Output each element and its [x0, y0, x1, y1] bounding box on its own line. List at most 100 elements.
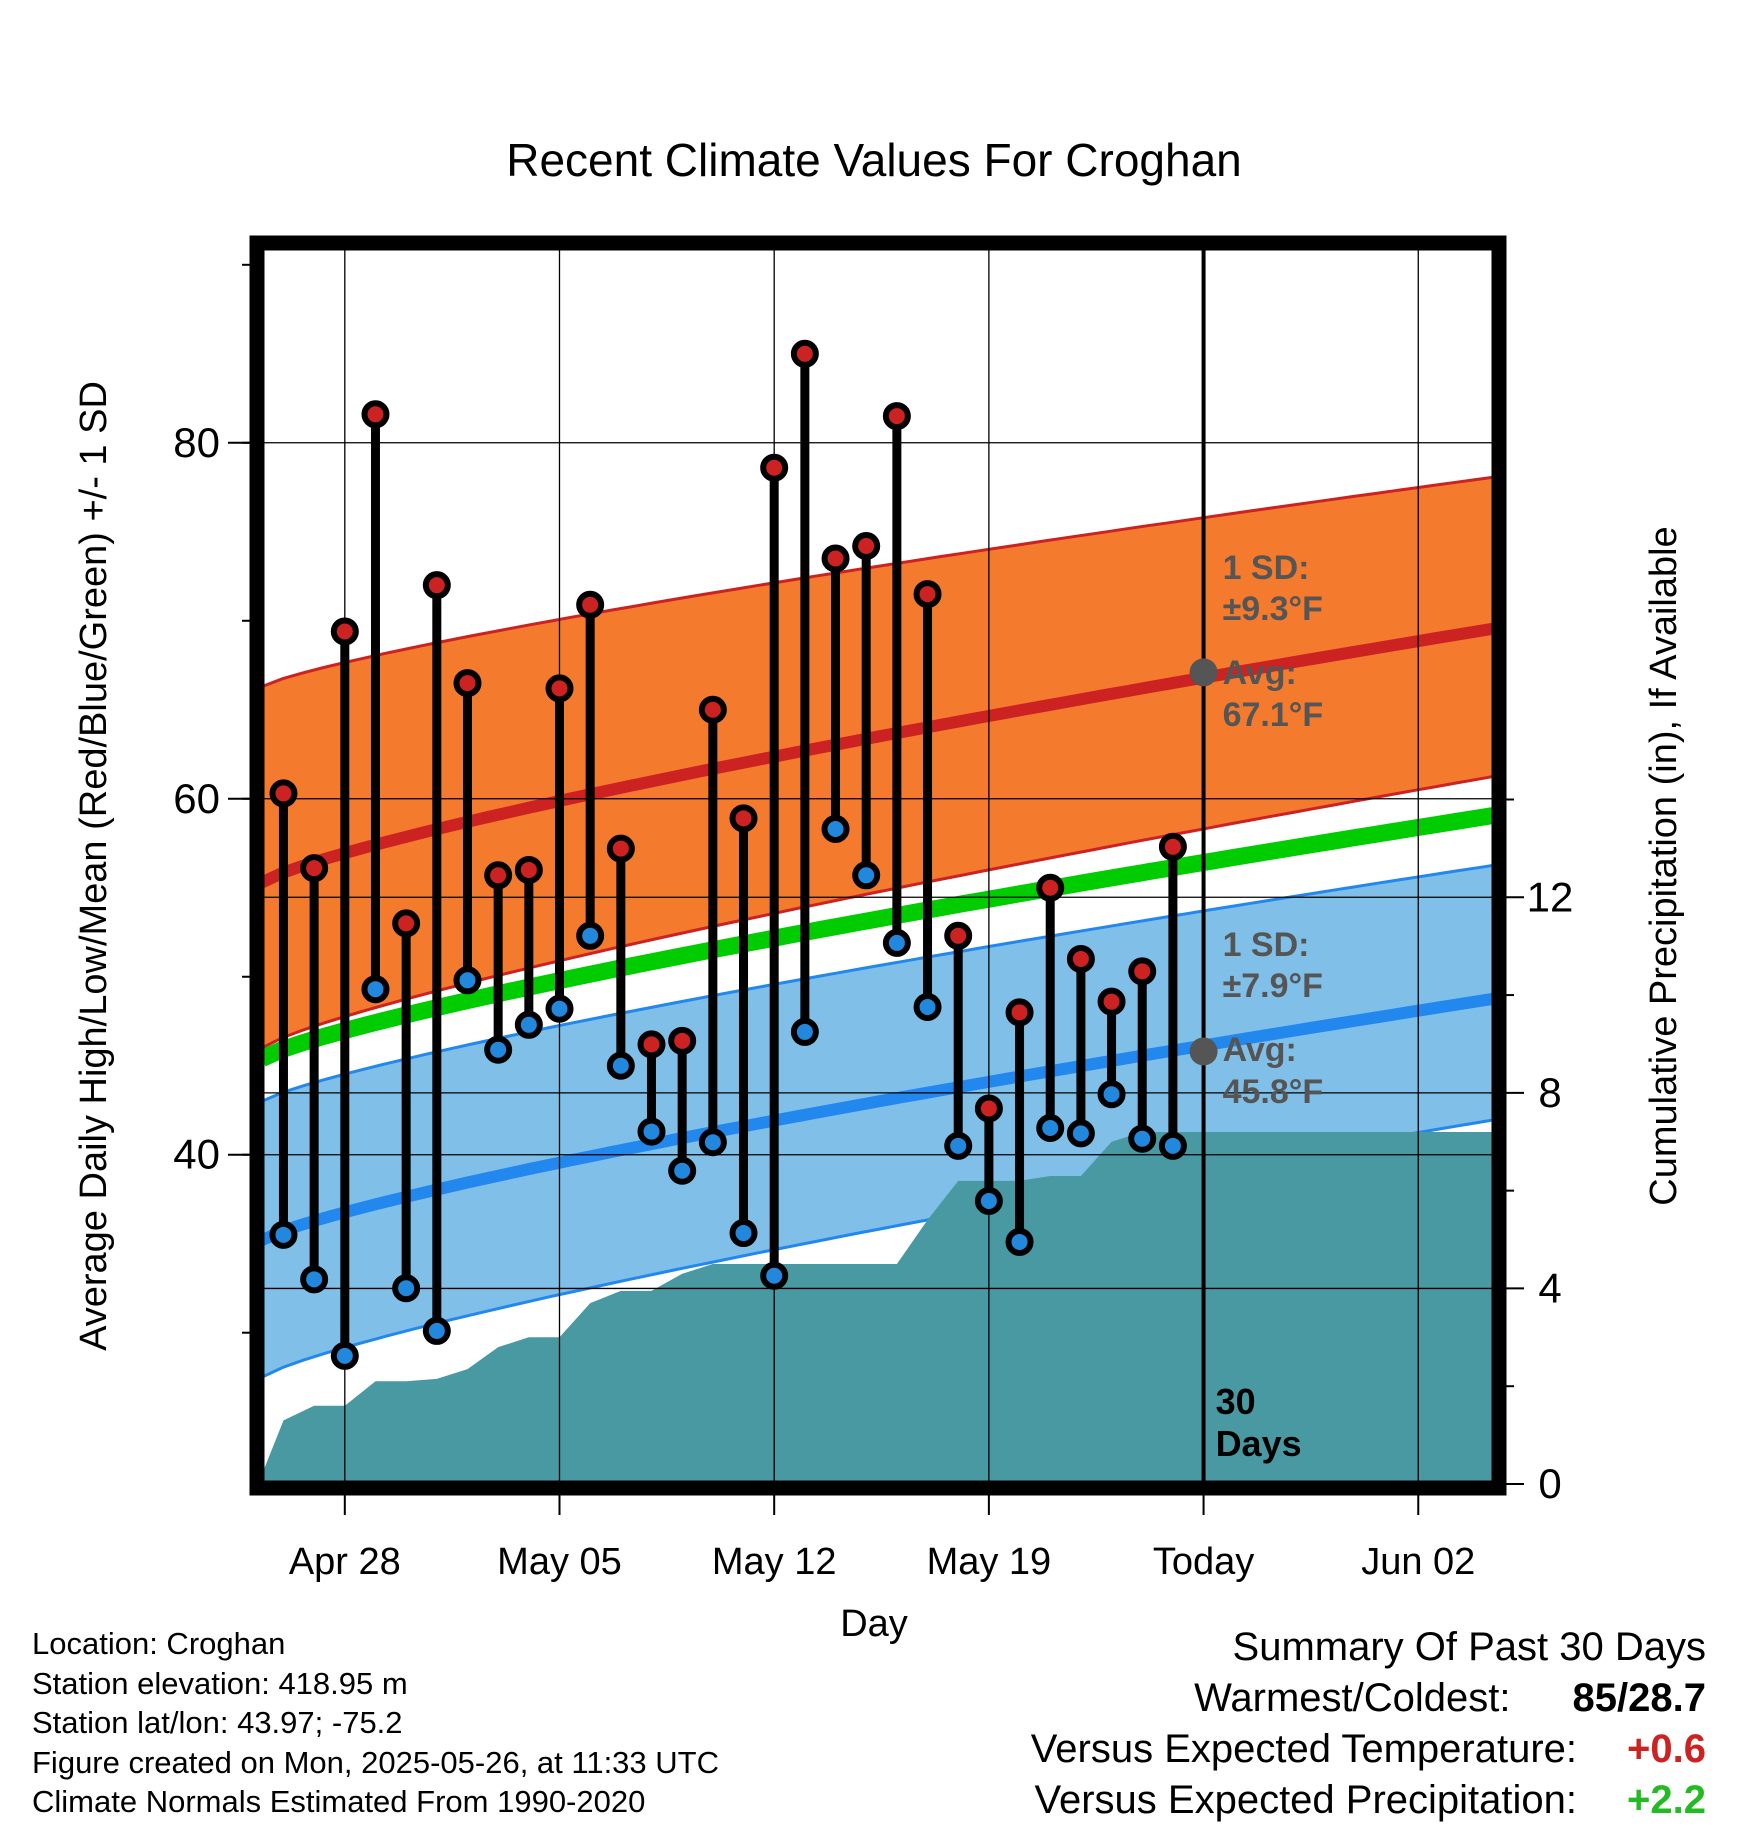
high-point [1036, 873, 1065, 902]
low-point [790, 1017, 819, 1046]
low-point [392, 1274, 421, 1303]
normal-mean-line [262, 806, 1498, 1067]
high-sd-label: 1 SD: [1223, 549, 1310, 587]
low-point [1066, 1119, 1095, 1148]
high-sd-upper-edge [262, 475, 1498, 689]
precip-departure-value: +2.2 [1627, 1778, 1706, 1822]
low-point [422, 1316, 451, 1345]
low-point [606, 1051, 635, 1080]
x-tick-label: Apr 28 [289, 1541, 401, 1583]
created-text: Figure created on Mon, 2025-05-26, at 11… [32, 1744, 719, 1780]
x-tick-label: Today [1153, 1541, 1254, 1583]
temp-departure-label: Versus Expected Temperature: [1030, 1727, 1578, 1771]
warm-cold-label: Warmest/Coldest: [1194, 1676, 1511, 1720]
low-point [361, 975, 390, 1004]
high-point [668, 1026, 697, 1055]
high-point [330, 617, 359, 646]
high-point [852, 532, 881, 561]
coldest-value: 28.7 [1628, 1676, 1706, 1720]
high-point [269, 779, 298, 808]
x-tick-label: May 19 [927, 1541, 1052, 1583]
high-sd-value: ±9.3°F [1223, 590, 1323, 628]
high-point [606, 834, 635, 863]
low-avg-value: 45.8°F [1223, 1073, 1324, 1111]
warm-cold-value: 85/28.7 [1572, 1676, 1706, 1720]
low-point [882, 928, 911, 957]
high-point [484, 861, 513, 890]
x-tick-label: May 12 [712, 1541, 837, 1583]
high-point [913, 580, 942, 609]
low-point [1097, 1080, 1126, 1109]
chart-title: Recent Climate Values For Croghan [506, 134, 1241, 186]
low-point [637, 1117, 666, 1146]
today-low-avg-marker [1189, 1037, 1218, 1066]
low-point [852, 861, 881, 890]
high-point [1005, 998, 1034, 1027]
high-point [637, 1030, 666, 1059]
low-point [1158, 1131, 1187, 1160]
low-point [1128, 1124, 1157, 1153]
x-tick-label: Jun 02 [1361, 1541, 1475, 1583]
low-point [974, 1187, 1003, 1216]
station-info: Location: Croghan Station elevation: 418… [32, 1624, 719, 1822]
low-point [514, 1010, 543, 1039]
high-point [300, 854, 329, 883]
precipitation-area [262, 1132, 1498, 1484]
temp-departure-value: +0.6 [1627, 1727, 1706, 1771]
summary-title: Summary Of Past 30 Days [1232, 1625, 1706, 1669]
low-point [821, 815, 850, 844]
low-point [729, 1219, 758, 1248]
y-axis-left-label: Average Daily High/Low/Mean (Red/Blue/Gr… [73, 381, 115, 1351]
y-right-tick-label: 12 [1527, 873, 1574, 920]
y-left-tick-label: 40 [173, 1131, 220, 1178]
low-point [300, 1265, 329, 1294]
latlon-text: Station lat/lon: 43.97; -75.2 [32, 1705, 403, 1740]
high-point [882, 402, 911, 431]
low-point [484, 1035, 513, 1064]
y-axis-right-label: Cumulative Precipitation (in), If Availa… [1643, 526, 1685, 1205]
normal-low-line [262, 992, 1498, 1246]
axes: Apr 28 May 05 May 12 May 19 Today Jun 0240608… [173, 263, 1574, 1583]
low-avg-label: Avg: [1223, 1031, 1297, 1069]
high-point [790, 339, 819, 368]
high-point [760, 453, 789, 482]
high-point [576, 590, 605, 619]
high-sd-band [262, 476, 1498, 1048]
high-avg-value: 67.1°F [1223, 696, 1324, 734]
high-point [698, 695, 727, 724]
high-point [974, 1094, 1003, 1123]
x-axis-label: Day [840, 1603, 908, 1645]
y-left-tick-label: 60 [173, 775, 220, 822]
precip-departure-label: Versus Expected Precipitation: [1034, 1778, 1578, 1822]
high-point [545, 674, 574, 703]
y-right-tick-label: 4 [1538, 1264, 1561, 1311]
warmest-value: 85 [1572, 1676, 1618, 1720]
low-point [698, 1128, 727, 1157]
plot-frame [249, 235, 1507, 1496]
low-point [1036, 1114, 1065, 1143]
days-label-text: Days [1216, 1423, 1302, 1464]
high-point [1066, 944, 1095, 973]
y-right-tick-label: 0 [1538, 1460, 1561, 1507]
high-point [729, 804, 758, 833]
location-text: Location: Croghan [32, 1626, 286, 1661]
days-label-number: 30 [1216, 1381, 1256, 1422]
high-point [1128, 957, 1157, 986]
normals-text: Climate Normals Estimated From 1990-2020 [32, 1784, 646, 1819]
low-point [913, 992, 942, 1021]
low-sd-value: ±7.9°F [1223, 967, 1323, 1005]
low-point [576, 921, 605, 950]
low-point [668, 1156, 697, 1185]
high-point [361, 400, 390, 429]
high-point [821, 544, 850, 573]
high-point [514, 855, 543, 884]
high-point [422, 571, 451, 600]
low-sd-band [262, 864, 1498, 1378]
high-point [1097, 987, 1126, 1016]
today-high-avg-marker [1189, 658, 1218, 687]
summary-panel: Summary Of Past 30 Days Warmest/Coldest:… [1031, 1622, 1706, 1826]
x-tick-label: May 05 [497, 1541, 622, 1583]
plot-area [262, 475, 1498, 1484]
